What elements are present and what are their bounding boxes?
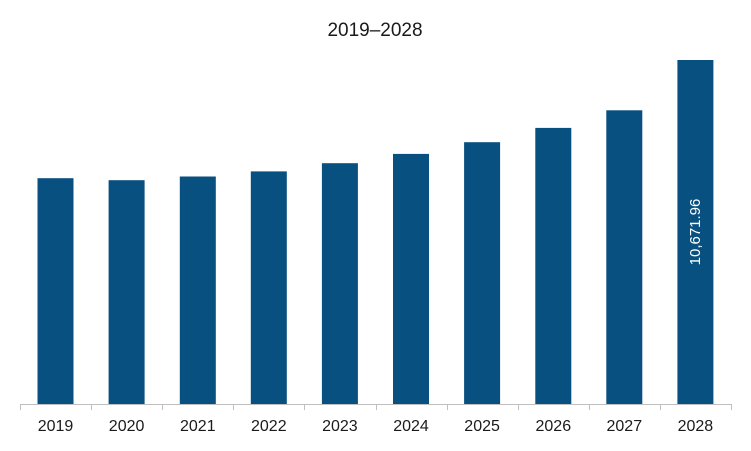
bar-2023 <box>321 163 358 404</box>
bar-2028 <box>677 60 714 404</box>
x-tick-label-2028: 2028 <box>678 418 714 435</box>
x-tick-label-2026: 2026 <box>536 418 572 435</box>
bar-2026 <box>535 127 572 405</box>
x-tick-label-2019: 2019 <box>38 418 74 435</box>
x-tick-label-2020: 2020 <box>109 418 145 435</box>
bar-2019 <box>37 178 74 404</box>
x-tick-label-2022: 2022 <box>251 418 287 435</box>
bar-2021 <box>179 176 216 404</box>
x-axis-tick-labels: 2019 2020 2021 2022 2023 2024 2025 2026 2027 2028 <box>38 418 714 435</box>
x-tick-label-2027: 2027 <box>607 418 643 435</box>
x-tick-label-2024: 2024 <box>393 418 429 435</box>
chart-title: 2019–2028 <box>327 20 422 41</box>
x-tick-label-2021: 2021 <box>180 418 216 435</box>
bar-2020 <box>108 180 145 404</box>
data-label-2028: 10,671.96 <box>687 199 704 266</box>
bar-2027 <box>606 110 643 405</box>
x-tick-label-2025: 2025 <box>464 418 500 435</box>
bar-2022 <box>250 171 287 404</box>
bars-group <box>37 60 714 405</box>
bar-2025 <box>464 142 501 404</box>
bar-2024 <box>393 153 429 404</box>
data-labels: 10,671.96 <box>687 199 704 266</box>
x-axis-ticks <box>20 404 732 410</box>
x-tick-label-2023: 2023 <box>322 418 358 435</box>
